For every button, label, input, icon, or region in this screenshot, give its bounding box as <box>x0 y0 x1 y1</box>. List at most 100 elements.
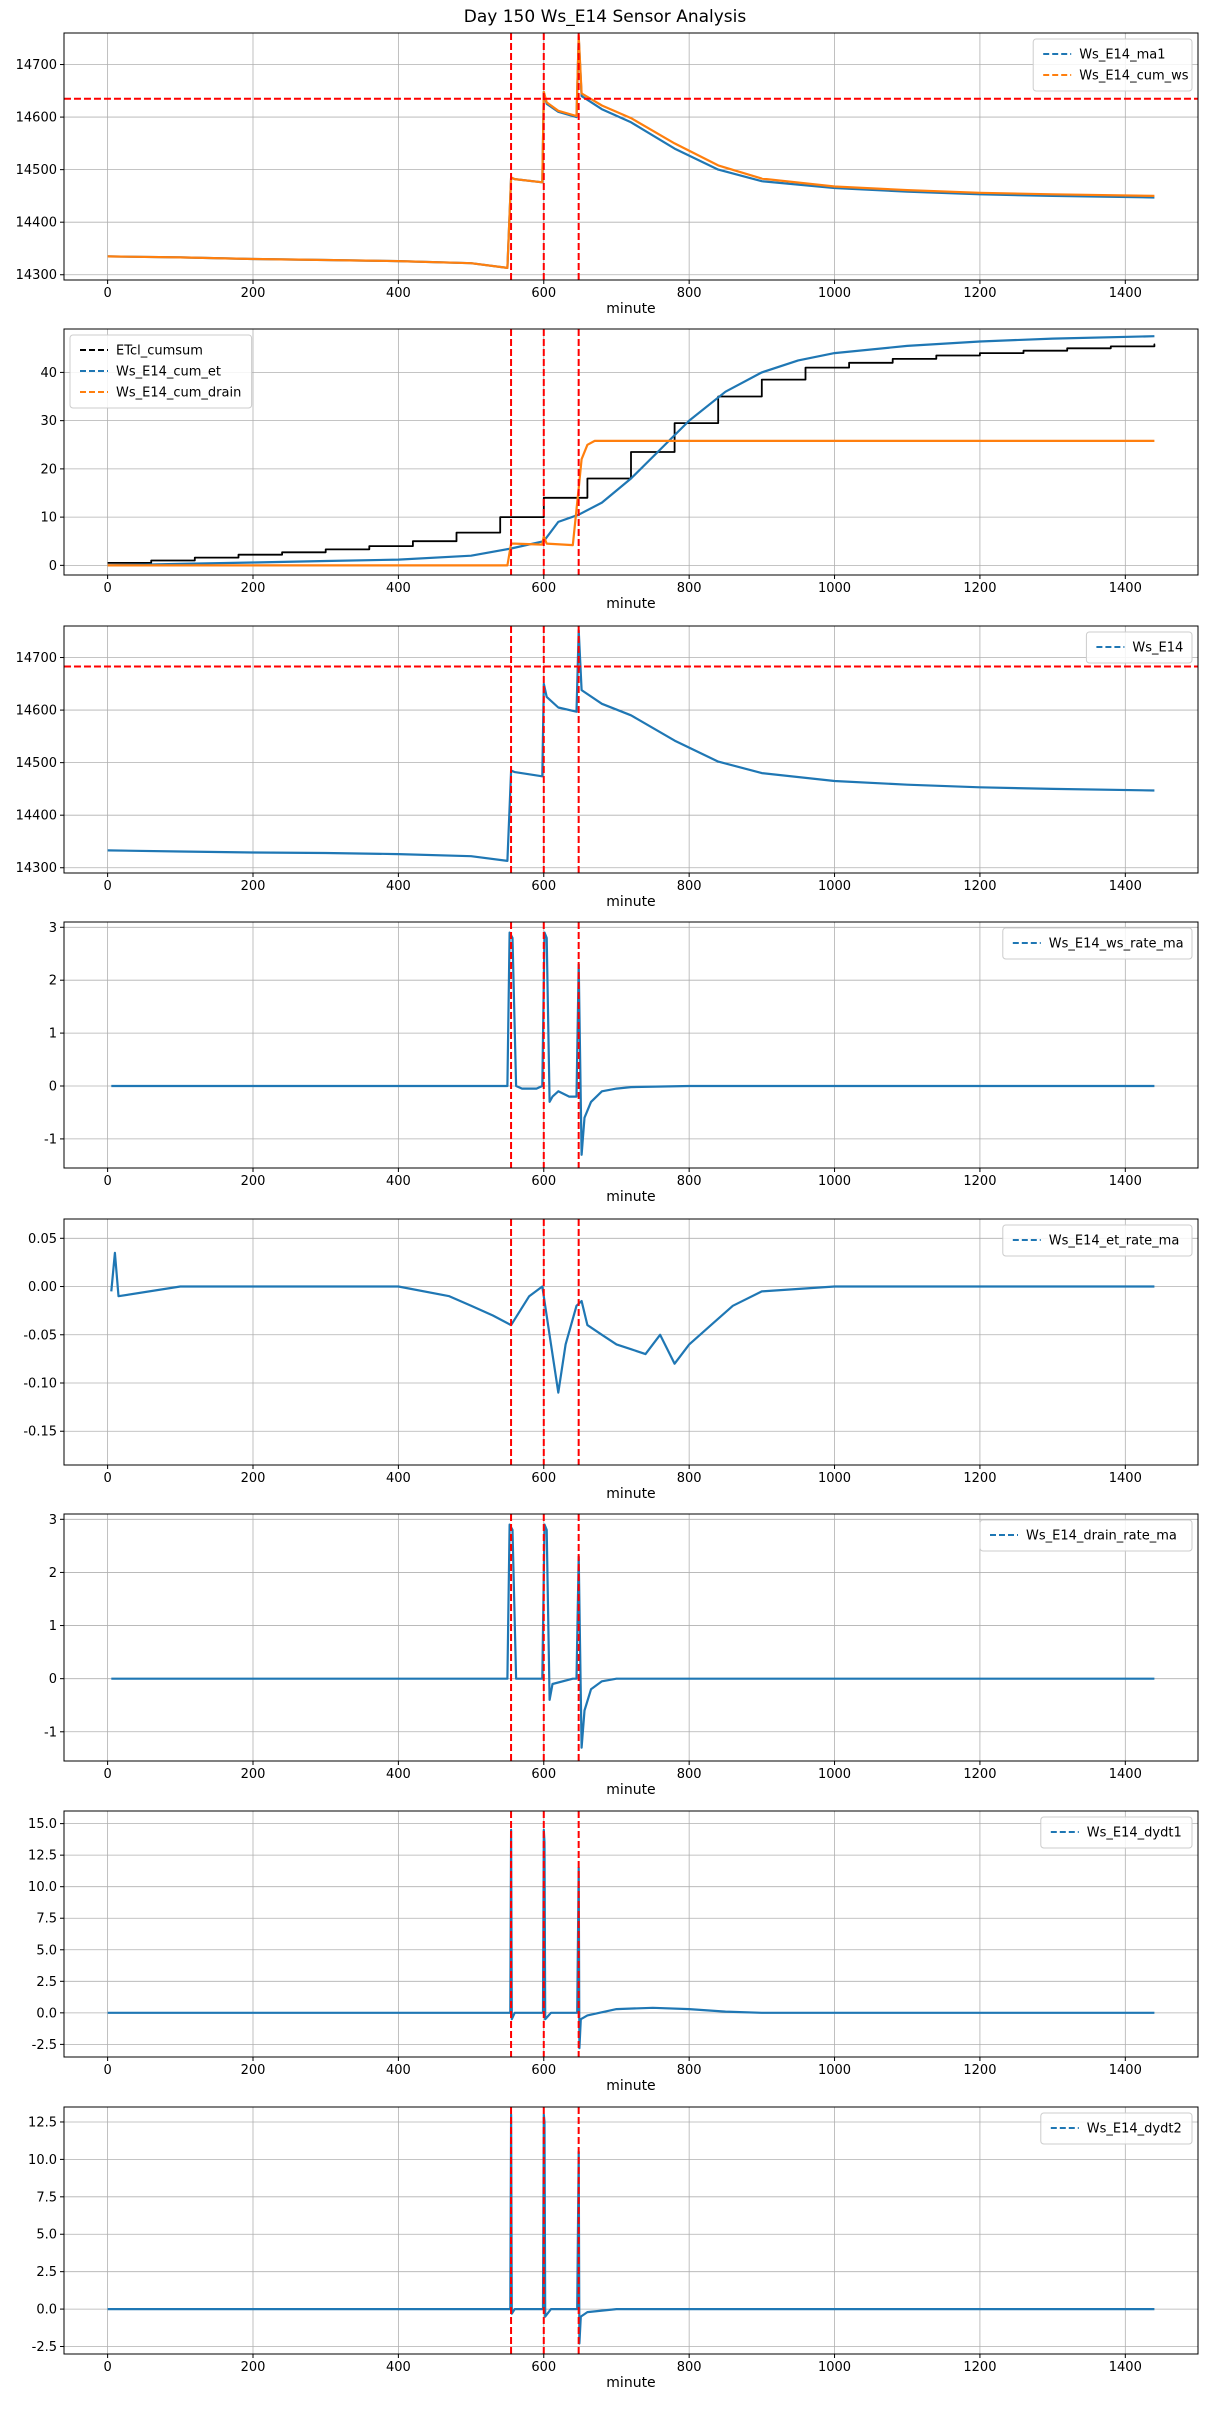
x-tick-label: 0 <box>103 2063 111 2078</box>
x-axis-label: minute <box>606 1189 655 1205</box>
x-tick-label: 200 <box>241 2063 266 2078</box>
y-tick-label: -0.15 <box>23 1425 57 1440</box>
y-tick-label: 0.05 <box>28 1232 57 1247</box>
subplot-7: 0 200 400 600 800 1000 1200 1400 -2.5 0.0 2.5 5.0 7.… <box>28 1810 1199 2094</box>
y-tick-label: 0.00 <box>28 1280 57 1295</box>
y-tick-label: 15.0 <box>28 1817 57 1832</box>
x-tick-label: 800 <box>677 2063 702 2078</box>
y-tick-label: -0.05 <box>23 1328 57 1343</box>
x-tick-label: 1400 <box>1109 879 1142 894</box>
subplot-6: 0 200 400 600 800 1000 1200 1400 -1 0 1 2 3 minute Ws_… <box>44 1513 1199 1798</box>
y-tick-label: 1 <box>49 1027 57 1042</box>
plot-area <box>64 33 1198 280</box>
legend-box <box>1040 2112 1193 2145</box>
x-axis-label: minute <box>606 1782 655 1798</box>
legend-box <box>1085 631 1193 664</box>
x-tick-label: 1200 <box>963 1471 996 1486</box>
subplot-3: 0 200 400 600 800 1000 1200 1400 14300 14400 14500… <box>16 625 1199 910</box>
y-tick-label: 14500 <box>16 163 57 178</box>
y-tick-label: 30 <box>40 414 57 429</box>
x-tick-label: 1400 <box>1109 2360 1142 2375</box>
y-tick-label: 20 <box>40 462 57 477</box>
legend: Ws_E14 <box>1085 631 1193 664</box>
legend: Ws_E14_dydt1 <box>1040 1816 1193 1849</box>
y-tick-label: 1 <box>49 1619 57 1634</box>
plot-area <box>107 2107 1155 2354</box>
x-tick-label: 0 <box>103 581 111 596</box>
x-tick-label: 200 <box>241 1767 266 1782</box>
series-line-Ws_E14_dydt1 <box>107 1828 1155 2050</box>
x-tick-label: 800 <box>677 1767 702 1782</box>
x-tick-label: 400 <box>386 879 411 894</box>
x-tick-label: 1000 <box>818 879 851 894</box>
y-tick-label: 0 <box>49 1080 57 1095</box>
y-tick-label: 2 <box>49 974 57 989</box>
y-tick-label: 12.5 <box>28 2115 57 2130</box>
y-tick-label: 14700 <box>16 58 57 73</box>
series-line-ETcl_cumsum <box>107 343 1156 564</box>
x-tick-label: 800 <box>677 1471 702 1486</box>
legend: Ws_E14_dydt2 <box>1040 2112 1193 2145</box>
x-tick-label: 400 <box>386 2360 411 2375</box>
y-tick-label: 14600 <box>16 111 57 126</box>
axes-frame <box>63 1513 1199 1762</box>
plot-area <box>110 1219 1155 1465</box>
x-tick-label: 0 <box>103 1471 111 1486</box>
y-tick-label: 7.5 <box>36 2190 57 2205</box>
series-line-Ws_E14_cum_ws <box>107 34 1155 269</box>
series-line-Ws_E14 <box>107 629 1155 862</box>
x-tick-label: 1200 <box>963 581 996 596</box>
x-tick-label: 1000 <box>818 2360 851 2375</box>
x-axis-label: minute <box>606 596 655 612</box>
axes-frame <box>63 32 1199 281</box>
subplot-8: 0 200 400 600 800 1000 1200 1400 -2.5 0.0 2.5 5.0 7.… <box>28 2106 1199 2391</box>
x-tick-label: 400 <box>386 1174 411 1189</box>
x-tick-label: 0 <box>103 2360 111 2375</box>
y-tick-label: 14700 <box>16 651 57 666</box>
x-tick-label: 400 <box>386 1471 411 1486</box>
x-tick-label: 200 <box>241 581 266 596</box>
y-tick-label: 2 <box>49 1566 57 1581</box>
axes-frame <box>63 625 1199 874</box>
x-axis-label: minute <box>606 301 655 317</box>
subplot-2: 0 200 400 600 800 1000 1200 1400 0 10 20 30 40 minute… <box>40 328 1199 612</box>
x-tick-label: 1400 <box>1109 1767 1142 1782</box>
plot-area <box>111 922 1155 1168</box>
plot-area <box>107 1811 1155 2057</box>
x-axis-label: minute <box>606 1486 655 1502</box>
x-tick-label: 600 <box>531 1471 556 1486</box>
legend-label: Ws_E14_drain_rate_ma <box>1026 1529 1177 1544</box>
x-tick-label: 400 <box>386 581 411 596</box>
subplot-4: 0 200 400 600 800 1000 1200 1400 -1 0 1 2 3 minute Ws_… <box>44 921 1199 1205</box>
legend-label: Ws_E14_ma1 <box>1079 48 1165 63</box>
x-tick-label: 1200 <box>963 286 996 301</box>
y-tick-label: 0.0 <box>36 2006 57 2021</box>
x-tick-label: 1000 <box>818 286 851 301</box>
legend-label: Ws_E14_cum_et <box>116 365 221 380</box>
y-tick-label: 14500 <box>16 756 57 771</box>
legend-label: Ws_E14_et_rate_ma <box>1049 1234 1180 1249</box>
x-axis-label: minute <box>606 2375 655 2391</box>
y-tick-label: -1 <box>44 1725 57 1740</box>
x-tick-label: 1400 <box>1109 1174 1142 1189</box>
y-tick-label: 5.0 <box>36 1943 57 1958</box>
x-tick-label: 0 <box>103 1174 111 1189</box>
legend-label: ETcl_cumsum <box>116 344 203 359</box>
x-tick-label: 600 <box>531 2360 556 2375</box>
x-tick-label: 0 <box>103 1767 111 1782</box>
plot-area <box>111 1514 1155 1761</box>
legend-box <box>69 334 253 409</box>
x-axis-label: minute <box>606 894 655 910</box>
x-tick-label: 1200 <box>963 1767 996 1782</box>
x-tick-label: 200 <box>241 2360 266 2375</box>
x-tick-label: 1400 <box>1109 581 1142 596</box>
x-tick-label: 600 <box>531 581 556 596</box>
legend: Ws_E14_ma1 Ws_E14_cum_ws <box>1032 38 1193 92</box>
legend: Ws_E14_drain_rate_ma <box>979 1519 1193 1552</box>
subplot-1: 0 200 400 600 800 1000 1200 1400 14300 14400 14500… <box>16 32 1199 317</box>
legend-label: Ws_E14_dydt1 <box>1087 1826 1182 1841</box>
y-tick-label: 14300 <box>16 268 57 283</box>
y-tick-label: 10.0 <box>28 1880 57 1895</box>
axes-frame <box>63 921 1199 1169</box>
